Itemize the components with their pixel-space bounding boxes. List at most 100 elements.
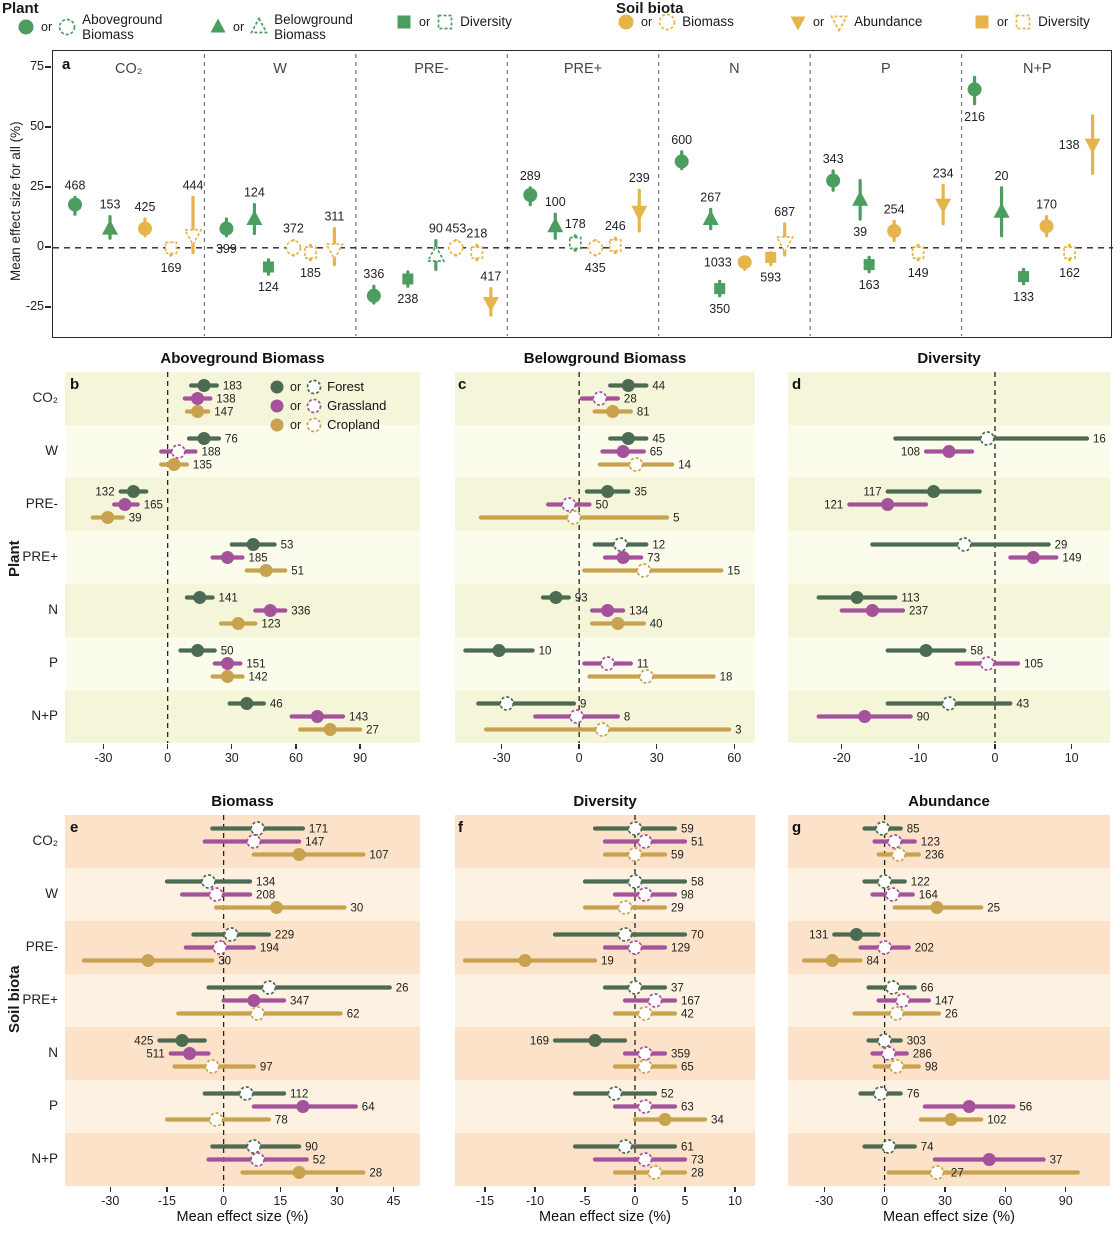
data-point <box>637 1006 653 1021</box>
data-point <box>637 1059 653 1074</box>
data-point <box>102 219 118 235</box>
x-tick-mark <box>1065 1187 1067 1192</box>
data-point <box>617 900 633 915</box>
data-point <box>873 1086 888 1101</box>
data-point <box>246 834 262 849</box>
data-point <box>919 644 933 657</box>
x-tick-label: -10 <box>525 1194 545 1208</box>
sample-size-label: 90 <box>917 712 930 724</box>
sample-size-label: 37 <box>671 983 684 995</box>
x-tick-label: 0 <box>631 1194 639 1208</box>
row-stripe <box>788 974 1110 1027</box>
data-point <box>636 563 652 578</box>
sample-size-label: 1033 <box>704 256 732 270</box>
dashed-circle-icon <box>658 13 676 31</box>
data-point <box>877 874 892 889</box>
x-tick-label: -30 <box>94 751 113 765</box>
sample-size-label: 162 <box>1059 266 1080 280</box>
data-point <box>611 617 625 630</box>
data-point <box>285 239 302 256</box>
data-point <box>250 1006 265 1021</box>
data-point <box>292 848 306 861</box>
panel-f-x-axis-label: Mean effect size (%) <box>539 1209 671 1225</box>
sample-size-label: 73 <box>691 1155 704 1167</box>
marker-circle <box>18 19 34 35</box>
data-point <box>221 670 235 683</box>
sample-size-label: 336 <box>291 606 310 618</box>
sample-size-label: 311 <box>324 210 344 224</box>
x-tick-mark <box>584 1187 586 1192</box>
x-tick-mark <box>1004 1187 1007 1192</box>
x-tick-label: 45 <box>386 1194 401 1208</box>
sample-size-label: 229 <box>275 930 294 942</box>
marker-circle <box>270 380 284 393</box>
x-tick-label: 90 <box>353 751 368 765</box>
data-point <box>637 1099 653 1114</box>
sample-size-label: 43 <box>1016 699 1029 711</box>
sample-size-label: 8 <box>624 712 630 724</box>
panel-f-title: Diversity <box>573 793 637 810</box>
data-point <box>250 821 265 836</box>
data-point <box>621 432 635 445</box>
sample-size-label: 124 <box>258 280 279 294</box>
data-point <box>170 444 186 459</box>
data-point <box>765 251 777 263</box>
x-tick-label: -15 <box>157 1194 176 1208</box>
sample-size-label: 112 <box>290 1089 308 1101</box>
data-point <box>296 1100 310 1113</box>
sample-size-label: 25 <box>987 903 1000 915</box>
x-tick-label: 0 <box>881 1194 889 1208</box>
data-point <box>702 210 719 225</box>
sample-size-label: 3 <box>735 725 741 737</box>
row-stripe <box>65 584 420 637</box>
land-type-legend: or Forest or Grassland or Cropland <box>268 377 386 434</box>
data-point <box>587 239 604 256</box>
or-text: or <box>997 15 1009 29</box>
row-label: W <box>45 443 58 458</box>
row-stripe <box>455 868 755 921</box>
x-tick-mark <box>823 1187 825 1192</box>
sample-size-label: 51 <box>691 837 704 849</box>
data-point <box>647 1165 663 1180</box>
panel-a-y-tick-mark <box>45 66 51 68</box>
x-tick-mark <box>336 1187 338 1192</box>
data-point <box>601 485 615 498</box>
x-tick-label: -10 <box>909 751 928 765</box>
data-point <box>262 261 274 273</box>
data-point <box>982 1153 996 1166</box>
sample-size-label: 11 <box>637 659 649 671</box>
data-point <box>627 940 643 955</box>
sample-size-label: 164 <box>919 890 939 902</box>
treatment-label: P <box>881 61 891 77</box>
sample-size-label: 27 <box>951 1168 964 1180</box>
sample-size-label: 143 <box>349 712 368 724</box>
panel-e-x-axis-label: Mean effect size (%) <box>176 1209 309 1225</box>
data-point <box>68 197 82 212</box>
data-point <box>858 710 872 723</box>
data-point <box>617 927 633 942</box>
x-tick-mark <box>484 1187 486 1192</box>
row-label: PRE+ <box>22 992 58 1007</box>
sample-size-label: 50 <box>221 646 234 658</box>
filled-square-icon <box>397 15 411 29</box>
x-tick-label: 30 <box>649 751 664 765</box>
sample-size-label: 93 <box>575 593 588 605</box>
sample-size-label: 97 <box>260 1062 273 1074</box>
data-point <box>1063 246 1076 259</box>
sample-size-label: 359 <box>671 1049 690 1061</box>
data-point <box>881 498 895 511</box>
data-point <box>261 980 277 995</box>
sample-size-label: 188 <box>201 447 220 459</box>
row-stripe <box>788 1027 1110 1080</box>
data-point <box>1026 551 1040 564</box>
data-point <box>627 847 643 862</box>
x-tick-label: 0 <box>220 1194 228 1208</box>
panel-d-title: Diversity <box>917 350 981 367</box>
data-point <box>269 901 283 914</box>
sample-size-label: 399 <box>216 242 237 256</box>
panel-a-y-tick-label: 50 <box>30 118 44 133</box>
sample-size-label: 171 <box>309 824 328 836</box>
x-tick-mark <box>359 744 361 749</box>
sample-size-label: 138 <box>216 394 235 406</box>
